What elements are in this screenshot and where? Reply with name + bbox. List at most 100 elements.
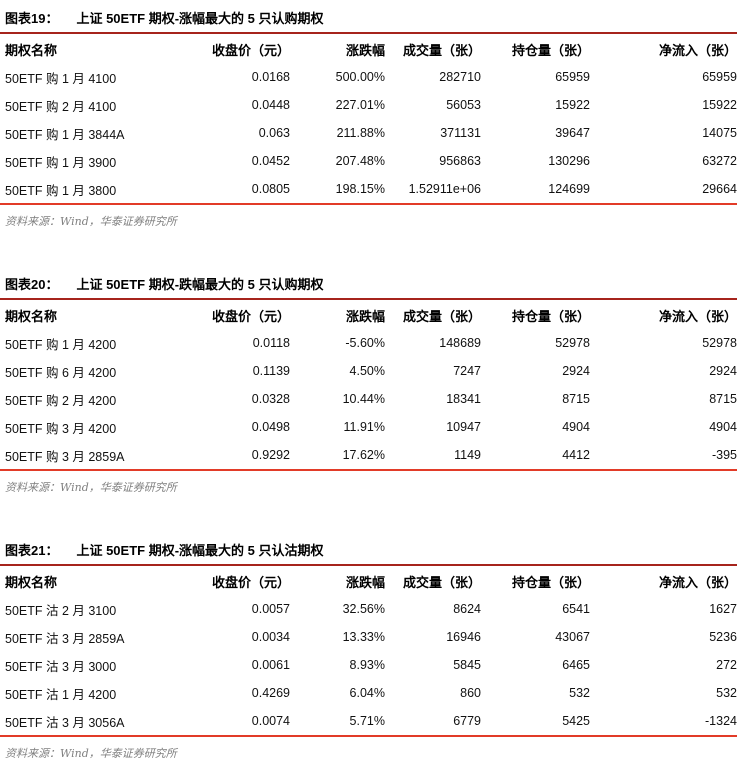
cell-open-interest: 130296	[548, 154, 590, 168]
cell-close-price: 0.0805	[251, 182, 290, 196]
cell-change-pct: 4.50%	[349, 364, 385, 378]
table-row: 50ETF 沽 3 月 3056A 0.0074 5.71% 6779 5425…	[0, 707, 737, 736]
cell-open-interest: 6541	[562, 602, 590, 616]
col-header-volume: 成交量（张）	[402, 43, 481, 58]
cell-close-price: 0.0074	[251, 714, 290, 728]
source-note: 资料来源：Wind，华泰证券研究所	[5, 747, 177, 760]
cell-close-price: 0.0168	[251, 70, 290, 84]
cell-close-price: 0.0498	[251, 420, 290, 434]
report-page: 图表19： 上证 50ETF 期权-涨幅最大的 5 只认购期权 期权名称 收盘价（…	[0, 5, 737, 761]
cell-volume: 860	[460, 686, 481, 700]
cell-change-pct: 207.48%	[335, 154, 385, 168]
cell-option-name: 50ETF 购 1 月 3800	[5, 183, 117, 198]
cell-open-interest: 43067	[555, 630, 590, 644]
cell-open-interest: 4412	[562, 448, 590, 462]
cell-change-pct: 198.15%	[335, 182, 385, 196]
col-header-volume: 成交量（张）	[402, 575, 481, 590]
table-row: 50ETF 沽 1 月 4200 0.4269 6.04% 860 532 53…	[0, 679, 737, 707]
cell-option-name: 50ETF 沽 3 月 3056A	[5, 715, 125, 730]
cell-volume: 956863	[439, 154, 481, 168]
figure-label: 图表20：	[5, 277, 59, 292]
col-header-option-name: 期权名称	[5, 309, 58, 324]
col-header-change-pct: 涨跌幅	[345, 43, 385, 58]
col-header-change-pct: 涨跌幅	[345, 309, 385, 324]
cell-net-inflow: 63272	[702, 154, 737, 168]
cell-close-price: 0.0452	[251, 154, 290, 168]
cell-volume: 56053	[446, 98, 481, 112]
cell-option-name: 50ETF 购 1 月 4200	[5, 337, 117, 352]
cell-net-inflow: 52978	[702, 336, 737, 350]
cell-net-inflow: -395	[711, 448, 737, 462]
cell-volume: 371131	[440, 126, 481, 140]
cell-volume: 7247	[453, 364, 481, 378]
cell-option-name: 50ETF 购 3 月 2859A	[5, 449, 125, 464]
col-header-change-pct: 涨跌幅	[345, 575, 385, 590]
col-header-option-name: 期权名称	[5, 43, 58, 58]
table-row: 50ETF 购 1 月 3844A 0.063 211.88% 371131 3…	[0, 119, 737, 147]
col-header-option-name: 期权名称	[5, 575, 58, 590]
col-header-open-interest: 持仓量（张）	[511, 575, 590, 590]
cell-volume: 10947	[446, 420, 481, 434]
col-header-close-price: 收盘价（元）	[211, 309, 290, 324]
source-note: 资料来源：Wind，华泰证券研究所	[5, 215, 177, 228]
table-row: 50ETF 沽 3 月 2859A 0.0034 13.33% 16946 43…	[0, 623, 737, 651]
cell-option-name: 50ETF 购 1 月 3900	[5, 155, 117, 170]
cell-open-interest: 2924	[562, 364, 590, 378]
cell-net-inflow: 532	[716, 686, 737, 700]
cell-net-inflow: 5236	[709, 630, 737, 644]
cell-close-price: 0.4269	[251, 686, 290, 700]
figure-20-title: 图表20： 上证 50ETF 期权-跌幅最大的 5 只认购期权	[0, 271, 737, 300]
cell-net-inflow: 8715	[709, 392, 737, 406]
table-header-row: 期权名称 收盘价（元） 涨跌幅 成交量（张） 持仓量（张） 净流入（张）	[0, 34, 737, 63]
cell-open-interest: 8715	[562, 392, 590, 406]
cell-option-name: 50ETF 购 6 月 4200	[5, 365, 117, 380]
cell-close-price: 0.0057	[251, 602, 290, 616]
cell-close-price: 0.9292	[251, 448, 290, 462]
figure-20-block: 图表20： 上证 50ETF 期权-跌幅最大的 5 只认购期权 期权名称 收盘价（…	[0, 271, 737, 495]
cell-option-name: 50ETF 购 2 月 4100	[5, 99, 117, 114]
cell-open-interest: 65959	[555, 70, 590, 84]
cell-close-price: 0.0448	[251, 98, 290, 112]
cell-close-price: 0.0061	[251, 658, 290, 672]
figure-label: 图表19：	[5, 11, 59, 26]
col-header-volume: 成交量（张）	[402, 309, 481, 324]
figure-21-title: 图表21： 上证 50ETF 期权-涨幅最大的 5 只认沽期权	[0, 537, 737, 566]
cell-volume: 16946	[446, 630, 481, 644]
table-row: 50ETF 沽 3 月 3000 0.0061 8.93% 5845 6465 …	[0, 651, 737, 679]
cell-change-pct: 32.56%	[342, 602, 385, 616]
cell-net-inflow: 29664	[702, 182, 737, 196]
figure-20-table: 期权名称 收盘价（元） 涨跌幅 成交量（张） 持仓量（张） 净流入（张） 50E…	[0, 300, 737, 471]
table-row: 50ETF 沽 2 月 3100 0.0057 32.56% 8624 6541…	[0, 595, 737, 623]
cell-option-name: 50ETF 购 3 月 4200	[5, 421, 117, 436]
cell-volume: 5845	[453, 658, 481, 672]
cell-option-name: 50ETF 购 1 月 3844A	[5, 127, 125, 142]
table-row: 50ETF 购 6 月 4200 0.1139 4.50% 7247 2924 …	[0, 357, 737, 385]
cell-net-inflow: -1324	[705, 714, 737, 728]
cell-net-inflow: 15922	[702, 98, 737, 112]
cell-open-interest: 6465	[562, 658, 590, 672]
cell-volume: 8624	[453, 602, 481, 616]
cell-volume: 282710	[439, 70, 481, 84]
cell-open-interest: 15922	[555, 98, 590, 112]
figure-label: 图表21：	[5, 543, 59, 558]
cell-option-name: 50ETF 沽 3 月 3000	[5, 659, 117, 674]
table-row: 50ETF 购 3 月 2859A 0.9292 17.62% 1149 441…	[0, 441, 737, 470]
cell-change-pct: 10.44%	[342, 392, 385, 406]
cell-open-interest: 5425	[562, 714, 590, 728]
cell-option-name: 50ETF 沽 3 月 2859A	[5, 631, 125, 646]
cell-change-pct: 8.93%	[349, 658, 385, 672]
cell-change-pct: 11.91%	[343, 420, 385, 434]
cell-change-pct: 13.33%	[342, 630, 385, 644]
table-row: 50ETF 购 2 月 4100 0.0448 227.01% 56053 15…	[0, 91, 737, 119]
cell-open-interest: 124699	[548, 182, 590, 196]
cell-volume: 6779	[453, 714, 481, 728]
cell-open-interest: 39647	[555, 126, 590, 140]
figure-19-table: 期权名称 收盘价（元） 涨跌幅 成交量（张） 持仓量（张） 净流入（张） 50E…	[0, 34, 737, 205]
cell-close-price: 0.0328	[251, 392, 290, 406]
table-header-row: 期权名称 收盘价（元） 涨跌幅 成交量（张） 持仓量（张） 净流入（张）	[0, 300, 737, 329]
cell-option-name: 50ETF 沽 2 月 3100	[5, 603, 117, 618]
cell-volume: 148689	[439, 336, 481, 350]
figure-19-title: 图表19： 上证 50ETF 期权-涨幅最大的 5 只认购期权	[0, 5, 737, 34]
cell-open-interest: 52978	[555, 336, 590, 350]
cell-close-price: 0.063	[258, 126, 290, 140]
